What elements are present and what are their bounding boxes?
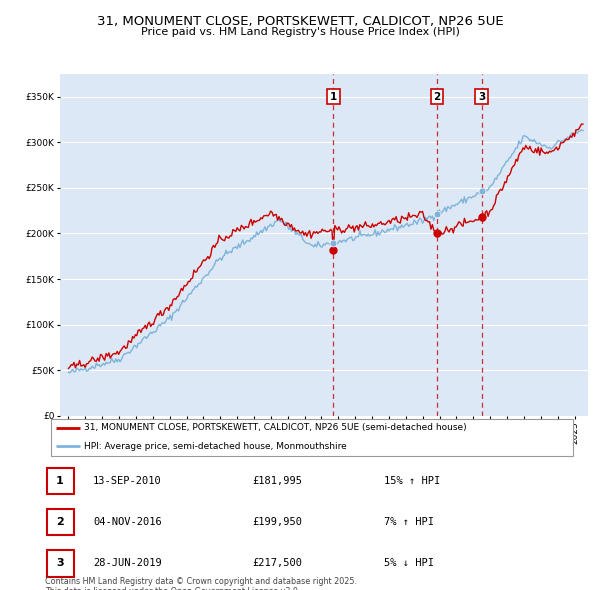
Text: 3: 3 (56, 559, 64, 568)
FancyBboxPatch shape (50, 419, 574, 455)
Text: HPI: Average price, semi-detached house, Monmouthshire: HPI: Average price, semi-detached house,… (84, 442, 347, 451)
Text: 3: 3 (478, 91, 485, 101)
Text: 1: 1 (330, 91, 337, 101)
FancyBboxPatch shape (47, 467, 74, 494)
Text: 2: 2 (433, 91, 440, 101)
Text: 7% ↑ HPI: 7% ↑ HPI (384, 517, 434, 527)
FancyBboxPatch shape (47, 509, 74, 536)
Text: 28-JUN-2019: 28-JUN-2019 (93, 559, 162, 568)
Text: £217,500: £217,500 (252, 559, 302, 568)
Text: Contains HM Land Registry data © Crown copyright and database right 2025.
This d: Contains HM Land Registry data © Crown c… (45, 577, 357, 590)
Text: £199,950: £199,950 (252, 517, 302, 527)
Text: 1: 1 (56, 476, 64, 486)
FancyBboxPatch shape (47, 550, 74, 577)
Text: 15% ↑ HPI: 15% ↑ HPI (384, 476, 440, 486)
Text: 04-NOV-2016: 04-NOV-2016 (93, 517, 162, 527)
Text: Price paid vs. HM Land Registry's House Price Index (HPI): Price paid vs. HM Land Registry's House … (140, 27, 460, 37)
Text: 2: 2 (56, 517, 64, 527)
Text: 5% ↓ HPI: 5% ↓ HPI (384, 559, 434, 568)
Text: 13-SEP-2010: 13-SEP-2010 (93, 476, 162, 486)
Text: £181,995: £181,995 (252, 476, 302, 486)
Text: 31, MONUMENT CLOSE, PORTSKEWETT, CALDICOT, NP26 5UE (semi-detached house): 31, MONUMENT CLOSE, PORTSKEWETT, CALDICO… (84, 424, 467, 432)
Text: 31, MONUMENT CLOSE, PORTSKEWETT, CALDICOT, NP26 5UE: 31, MONUMENT CLOSE, PORTSKEWETT, CALDICO… (97, 15, 503, 28)
